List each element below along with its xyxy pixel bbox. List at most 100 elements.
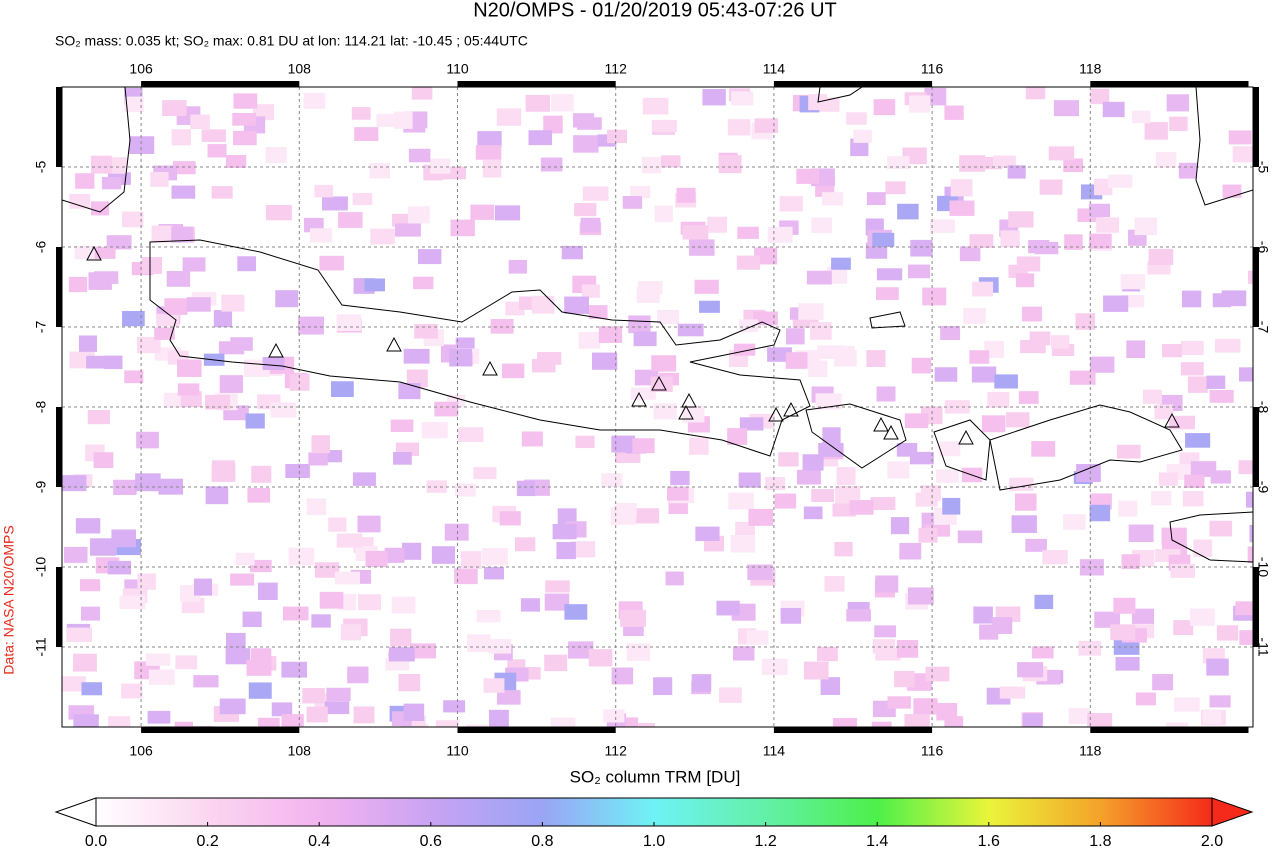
so2-pixel	[347, 666, 369, 684]
so2-pixel	[1007, 165, 1026, 179]
so2-pixel	[798, 303, 824, 320]
so2-pixel	[557, 508, 577, 525]
so2-pixel	[607, 129, 628, 144]
so2-pixel	[1247, 546, 1253, 564]
so2-pixel	[90, 538, 117, 556]
so2-pixel	[1189, 608, 1215, 626]
so2-pixel	[1169, 116, 1188, 131]
colorbar-tick-label: 0.2	[196, 833, 218, 850]
so2-pixel	[1180, 362, 1204, 376]
so2-pixel	[384, 547, 405, 563]
so2-pixel	[75, 518, 101, 534]
so2-pixel	[1209, 520, 1233, 537]
so2-pixel	[106, 235, 132, 250]
coastline	[62, 87, 131, 213]
so2-pixel	[1087, 713, 1113, 727]
volcano	[681, 392, 697, 408]
so2-pixel	[64, 546, 88, 563]
so2-pixel	[308, 452, 328, 466]
lon-tick-label: 116	[921, 61, 944, 77]
so2-pixel	[832, 718, 857, 727]
so2-pixel	[846, 112, 867, 125]
coastline	[805, 403, 907, 469]
so2-pixel	[1246, 491, 1253, 508]
so2-pixel	[907, 264, 931, 279]
so2-pixel	[632, 438, 655, 454]
frame-bar	[1090, 727, 1249, 733]
coastline	[1195, 87, 1253, 206]
so2-pixel	[907, 587, 934, 605]
so2-pixel	[108, 716, 131, 727]
so2-pixel	[458, 427, 484, 443]
so2-pixel	[1249, 524, 1253, 543]
volcano	[1164, 412, 1180, 428]
so2-pixel	[1031, 646, 1054, 659]
frame-bar	[141, 81, 300, 87]
so2-pixel	[894, 670, 915, 688]
lon-tick-label: 108	[288, 743, 312, 759]
so2-pixel	[275, 290, 299, 308]
so2-pixel	[207, 144, 227, 158]
so2-pixel	[969, 350, 990, 364]
so2-pixel	[74, 245, 98, 260]
so2-pixel	[1142, 389, 1163, 405]
so2-pixel	[987, 391, 1010, 408]
so2-pixel	[311, 614, 331, 628]
so2-pixel	[87, 409, 111, 425]
so2-pixel	[736, 255, 760, 270]
so2-pixel	[1162, 343, 1183, 358]
so2-pixel	[93, 452, 114, 469]
frame-bar	[141, 727, 300, 733]
so2-pixel	[944, 105, 964, 120]
so2-pixel	[434, 401, 459, 417]
colorbar-tick-label: 0.6	[420, 833, 442, 850]
so2-pixel	[811, 217, 833, 234]
so2-pixel	[572, 113, 595, 128]
so2-pixel	[676, 187, 696, 203]
frame-bar	[56, 247, 62, 327]
volcano	[783, 401, 799, 417]
volcano	[768, 406, 784, 422]
so2-pixel	[638, 280, 663, 295]
so2-pixel	[431, 546, 456, 564]
so2-pixel	[1025, 87, 1046, 100]
so2-pixel	[1214, 338, 1241, 353]
frame-bar	[1090, 81, 1249, 87]
so2-pixel	[718, 155, 742, 174]
so2-pixel	[1021, 306, 1042, 322]
so2-pixel	[62, 475, 87, 492]
so2-pixel	[182, 257, 206, 272]
so2-pixel	[88, 272, 112, 290]
so2-pixel	[1116, 444, 1141, 459]
so2-pixel	[430, 158, 451, 174]
so2-pixel	[411, 87, 433, 100]
so2-pixel	[237, 256, 257, 272]
so2-pixel	[611, 667, 634, 685]
so2-pixel	[574, 203, 597, 217]
lat-tick-label: -9	[33, 481, 49, 494]
so2-pixel	[815, 393, 842, 410]
so2-pixel	[107, 560, 132, 575]
so2-pixel	[455, 483, 476, 497]
so2-pixel	[322, 196, 348, 211]
so2-pixel	[1232, 146, 1253, 163]
so2-pixel	[796, 168, 820, 184]
so2-pixel	[657, 310, 680, 325]
graticule: 106 106 108 108 110 110 112 112 114 114 116 116 118 1…	[33, 61, 1272, 759]
lat-tick-label: -5	[33, 161, 49, 174]
frame-bar	[773, 81, 933, 87]
so2-pixel	[400, 715, 426, 727]
so2-pixel	[230, 337, 253, 351]
so2-pixel	[897, 203, 919, 220]
so2-pixel	[738, 472, 761, 488]
so2-pixel	[1020, 339, 1046, 354]
so2-pixel	[352, 472, 376, 486]
so2-pixel	[465, 724, 488, 727]
so2-pixel	[508, 259, 527, 274]
so2-pixel	[973, 606, 993, 624]
so2-pixel	[421, 422, 448, 439]
so2-pixel	[528, 130, 553, 146]
lon-tick-label: 110	[446, 61, 469, 77]
so2-pixel	[520, 598, 540, 612]
so2-pixel	[918, 527, 938, 543]
